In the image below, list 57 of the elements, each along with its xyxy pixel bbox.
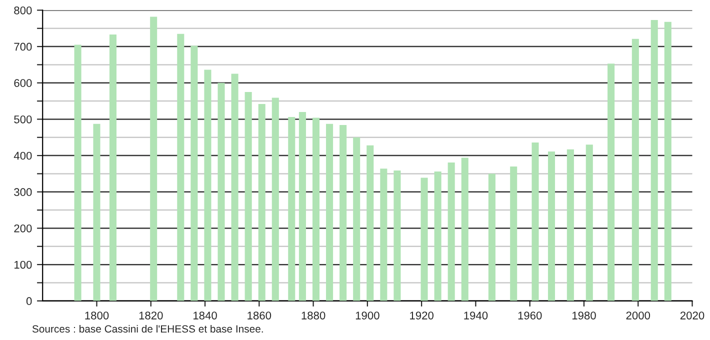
bar — [272, 98, 279, 301]
x-tick-label: 1800 — [85, 312, 109, 320]
x-tick-label: 1960 — [518, 312, 542, 320]
bar — [93, 124, 100, 301]
bar — [461, 158, 468, 301]
bar — [288, 117, 296, 301]
bar — [608, 64, 615, 301]
y-tick-label: 300 — [14, 188, 32, 196]
bar — [380, 168, 388, 301]
bar — [204, 70, 212, 301]
x-tick-label: 1980 — [572, 312, 596, 320]
bar — [150, 16, 158, 301]
x-tick-label: 1860 — [248, 312, 272, 320]
bar — [488, 174, 496, 301]
x-tick-label: 1940 — [464, 312, 488, 320]
bar — [548, 152, 556, 301]
x-tick-label: 1920 — [410, 312, 434, 320]
y-tick-label: 200 — [14, 224, 32, 232]
bar — [109, 34, 116, 301]
x-tick-label: 2020 — [680, 312, 704, 320]
x-tick-label: 1880 — [302, 312, 326, 320]
source-note: Sources : base Cassini de l'EHESS et base Insee. — [32, 324, 263, 333]
x-tick-label: 1820 — [139, 312, 163, 320]
bar — [353, 137, 360, 301]
y-tick-label: 700 — [14, 42, 32, 51]
bar — [244, 92, 252, 301]
bar — [190, 46, 198, 301]
bar — [218, 82, 225, 301]
bar — [74, 44, 82, 301]
bar — [586, 144, 593, 301]
bar — [434, 172, 442, 301]
bar — [510, 166, 518, 301]
bar — [394, 170, 401, 301]
y-tick-label: 100 — [14, 260, 32, 269]
bar — [326, 124, 334, 301]
bar — [532, 142, 539, 301]
bar — [312, 118, 320, 301]
bar — [650, 20, 658, 301]
bar — [340, 125, 347, 301]
x-tick-label: 1900 — [356, 312, 380, 320]
x-tick-label: 1840 — [194, 312, 217, 320]
bar — [298, 112, 306, 301]
bar — [566, 149, 574, 301]
bar — [664, 22, 672, 301]
x-tick-label: 2000 — [626, 312, 650, 320]
y-tick-label: 800 — [14, 6, 32, 14]
bar — [231, 74, 238, 301]
y-tick-label: 500 — [14, 115, 32, 124]
y-tick-label: 0 — [26, 297, 32, 306]
bar — [448, 162, 455, 301]
y-tick-label: 400 — [14, 152, 32, 160]
bar — [258, 104, 266, 301]
bar — [420, 178, 428, 301]
y-tick-label: 600 — [14, 79, 32, 88]
bar — [632, 38, 639, 301]
bar — [177, 34, 184, 301]
bar — [366, 145, 374, 301]
